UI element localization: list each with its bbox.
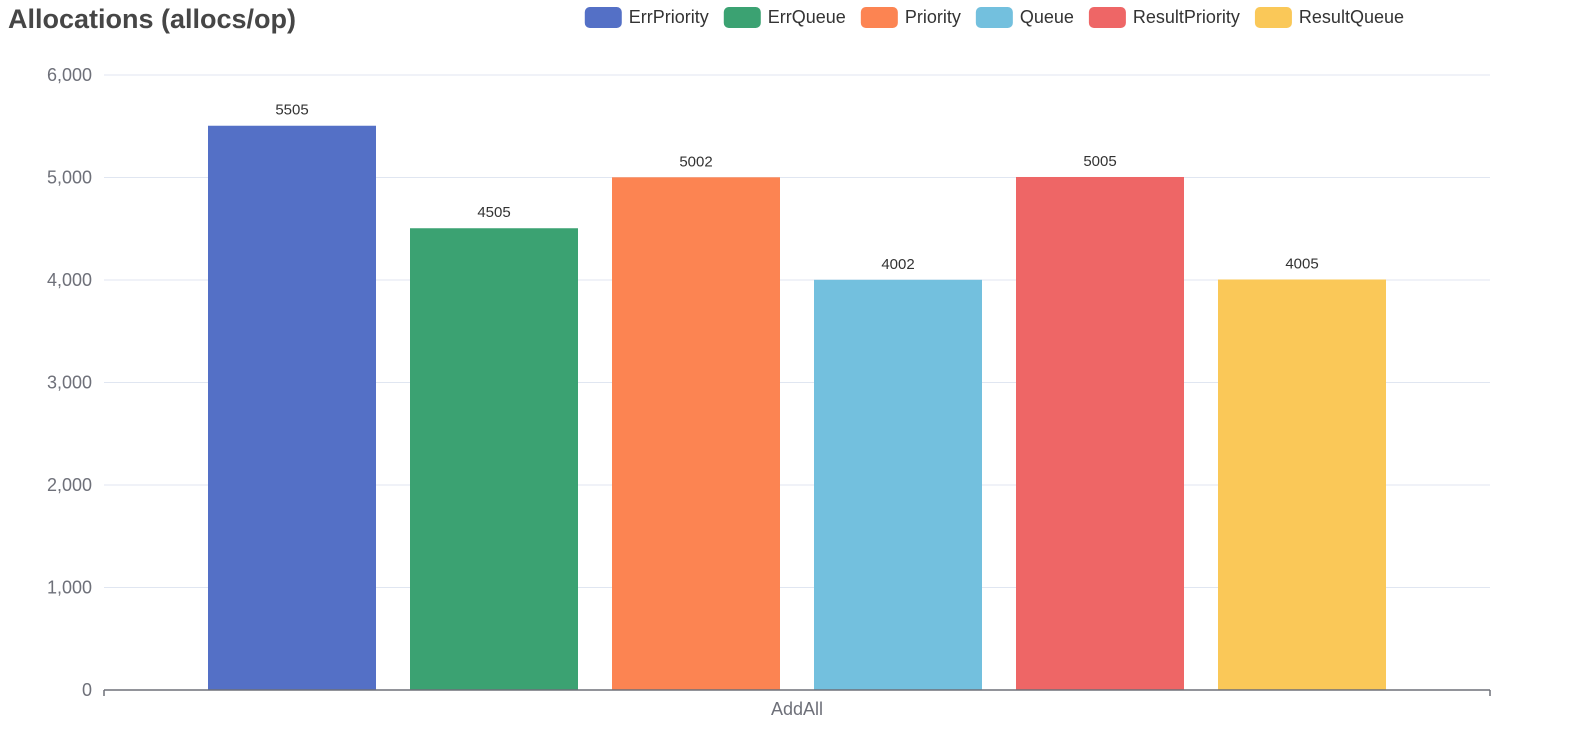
legend-swatch — [723, 7, 761, 28]
data-label-queue: 4002 — [881, 256, 914, 273]
y-tick-label: 2,000 — [47, 475, 92, 495]
legend-item-priority[interactable]: Priority — [860, 7, 961, 28]
legend-item-resultpriority[interactable]: ResultPriority — [1088, 7, 1240, 28]
bar-resultpriority — [1016, 176, 1184, 691]
data-label-resultpriority: 5005 — [1083, 153, 1116, 170]
y-tick-label: 5,000 — [47, 168, 92, 188]
legend-swatch — [584, 7, 622, 28]
data-label-resultqueue: 4005 — [1285, 255, 1318, 272]
bar-queue — [814, 279, 982, 690]
bars — [208, 125, 1386, 691]
chart-title: Allocations (allocs/op) — [8, 4, 296, 34]
bar-resultqueue — [1218, 279, 1386, 690]
y-tick-label: 0 — [82, 680, 92, 700]
data-labels: 5505 4505 5002 4002 5005 4005 — [275, 102, 1318, 273]
legend-label: ResultPriority — [1133, 7, 1240, 27]
x-category-label: AddAll — [771, 699, 823, 719]
y-tick-label: 1,000 — [47, 578, 92, 598]
legend-swatch — [1254, 7, 1292, 28]
data-label-errqueue: 4505 — [477, 204, 510, 221]
y-tick-label: 4,000 — [47, 270, 92, 290]
legend-label: Queue — [1020, 7, 1074, 27]
legend-item-queue[interactable]: Queue — [975, 7, 1074, 28]
bar-errqueue — [410, 228, 578, 691]
legend-label: ErrQueue — [768, 7, 846, 27]
data-label-priority: 5002 — [679, 153, 712, 170]
bar-priority — [612, 177, 780, 691]
legend-item-errpriority[interactable]: ErrPriority — [584, 7, 709, 28]
data-label-errpriority: 5505 — [275, 102, 308, 119]
legend-label: Priority — [905, 7, 961, 27]
legend-swatch — [975, 7, 1013, 28]
legend-swatch — [860, 7, 898, 28]
legend-swatch — [1088, 7, 1126, 28]
bar-errpriority — [208, 125, 376, 691]
legend-label: ErrPriority — [629, 7, 709, 27]
legend-item-resultqueue[interactable]: ResultQueue — [1254, 7, 1404, 28]
legend-label: ResultQueue — [1299, 7, 1404, 27]
x-axis: AddAll — [103, 689, 1491, 719]
y-tick-label: 6,000 — [47, 65, 92, 85]
legend-item-errqueue[interactable]: ErrQueue — [723, 7, 846, 28]
legend: ErrPriority ErrQueue Priority Queue ResultPr… — [584, 7, 1404, 28]
y-tick-label: 3,000 — [47, 373, 92, 393]
y-axis-tick-labels: 0 1,000 2,000 3,000 4,000 5,000 6,000 — [47, 65, 92, 700]
